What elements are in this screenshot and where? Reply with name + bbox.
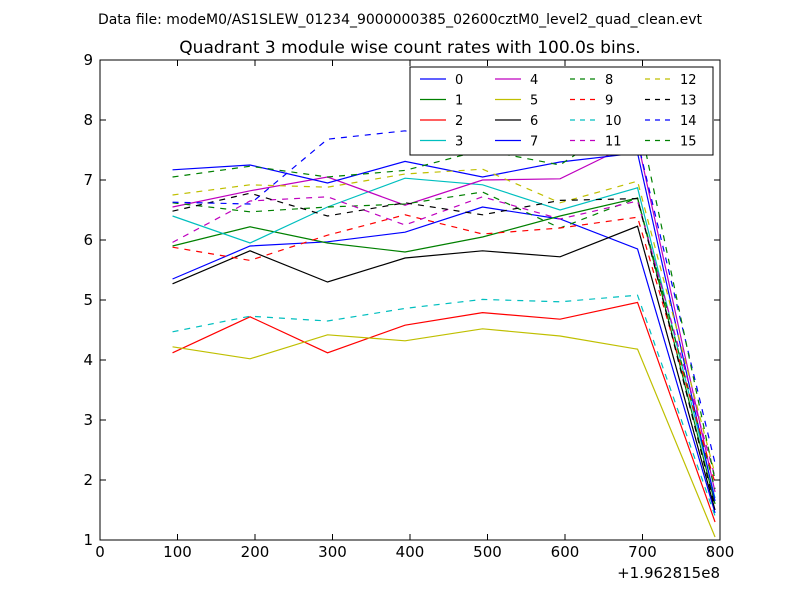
series-line-9	[172, 214, 716, 484]
legend-label-14: 14	[680, 114, 697, 129]
legend-label-3: 3	[455, 135, 463, 150]
legend-box	[409, 66, 714, 156]
legend-label-6: 6	[530, 114, 538, 129]
series-line-3	[172, 177, 716, 499]
y-tick-label: 4	[83, 351, 93, 369]
series-line-10	[172, 294, 716, 517]
series-line-5	[172, 328, 716, 538]
legend-label-12: 12	[680, 73, 697, 88]
legend-label-0: 0	[455, 73, 463, 88]
legend-label-8: 8	[605, 73, 613, 88]
legend-label-11: 11	[605, 135, 622, 150]
legend-label-4: 4	[530, 73, 538, 88]
legend-label-5: 5	[530, 94, 538, 109]
x-axis: 0 100 200 300 400 500 600 700 800	[95, 60, 734, 561]
chart-title: Quadrant 3 module wise count rates with …	[179, 38, 640, 58]
figure-suptitle: Data file: modeM0/AS1SLEW_01234_90000003…	[98, 12, 703, 28]
series-line-7	[172, 152, 716, 502]
series-line-2	[172, 301, 716, 523]
legend-label-9: 9	[605, 94, 613, 109]
x-tick-label: 300	[318, 543, 347, 561]
x-tick-label: 800	[706, 543, 735, 561]
y-tick-label: 1	[83, 531, 93, 549]
x-tick-label: 200	[241, 543, 270, 561]
series-line-11	[172, 196, 716, 478]
x-axis-offset-label: +1.962815e8	[617, 564, 720, 582]
legend-label-1: 1	[455, 94, 463, 109]
x-tick-label: 400	[396, 543, 425, 561]
series-line-4	[172, 140, 716, 493]
legend-label-7: 7	[530, 135, 538, 150]
series-line-1	[172, 197, 716, 505]
series-line-14	[172, 130, 716, 464]
legend-label-2: 2	[455, 114, 463, 129]
y-tick-label: 8	[83, 111, 93, 129]
y-tick-label: 6	[83, 231, 93, 249]
series-layer	[172, 111, 716, 538]
y-tick-label: 3	[83, 411, 93, 429]
series-line-12	[172, 168, 716, 475]
x-tick-label: 0	[95, 543, 105, 561]
legend-label-10: 10	[605, 114, 622, 129]
x-tick-label: 700	[628, 543, 657, 561]
legend-label-15: 15	[680, 135, 697, 150]
series-line-15	[172, 111, 716, 481]
y-tick-label: 2	[83, 471, 93, 489]
x-tick-label: 600	[551, 543, 580, 561]
series-line-0	[172, 206, 716, 514]
series-line-6	[172, 225, 716, 511]
legend-label-13: 13	[680, 94, 697, 109]
series-line-8	[172, 191, 716, 490]
y-tick-label: 5	[83, 291, 93, 309]
y-tick-label: 9	[83, 51, 93, 69]
x-tick-label: 100	[163, 543, 192, 561]
y-tick-label: 7	[83, 171, 93, 189]
x-tick-label: 500	[473, 543, 502, 561]
series-line-13	[172, 192, 716, 508]
